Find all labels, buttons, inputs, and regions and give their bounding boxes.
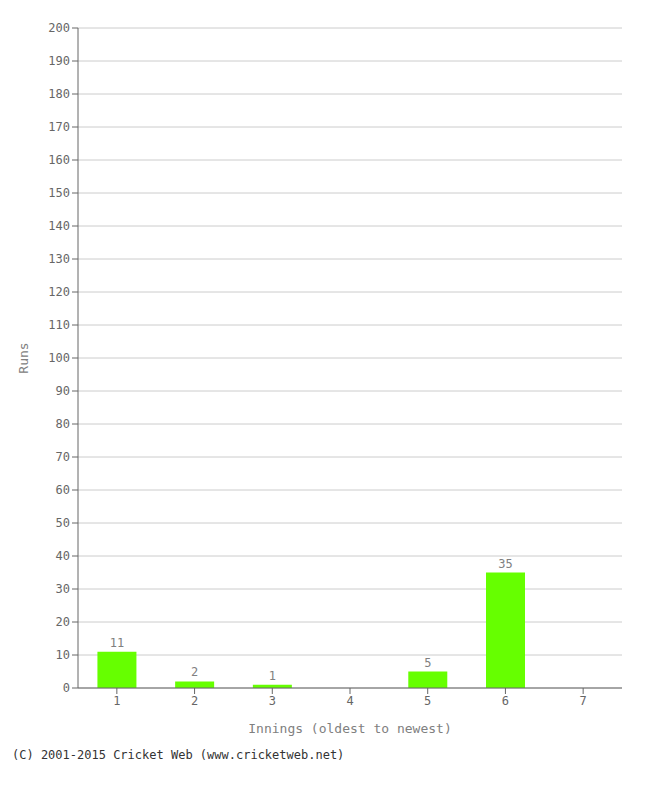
svg-text:90: 90 xyxy=(56,384,70,398)
svg-text:Runs: Runs xyxy=(16,342,31,373)
svg-text:100: 100 xyxy=(48,351,70,365)
svg-text:6: 6 xyxy=(502,694,509,708)
svg-text:7: 7 xyxy=(580,694,587,708)
svg-text:1: 1 xyxy=(269,669,276,683)
svg-text:120: 120 xyxy=(48,285,70,299)
svg-text:80: 80 xyxy=(56,417,70,431)
svg-text:0: 0 xyxy=(63,681,70,695)
svg-text:1: 1 xyxy=(113,694,120,708)
svg-text:2: 2 xyxy=(191,694,198,708)
svg-text:140: 140 xyxy=(48,219,70,233)
svg-text:40: 40 xyxy=(56,549,70,563)
svg-text:4: 4 xyxy=(346,694,353,708)
svg-text:160: 160 xyxy=(48,153,70,167)
svg-text:30: 30 xyxy=(56,582,70,596)
svg-text:20: 20 xyxy=(56,615,70,629)
svg-text:190: 190 xyxy=(48,54,70,68)
html-text:(C) 2001-2015 Cricket Web (www: (C) 2001-2015 Cricket Web (www.cricketwe… xyxy=(12,748,345,762)
svg-text:2: 2 xyxy=(191,665,198,679)
svg-text:200: 200 xyxy=(48,21,70,35)
svg-text:60: 60 xyxy=(56,483,70,497)
svg-text:150: 150 xyxy=(48,186,70,200)
svg-text:130: 130 xyxy=(48,252,70,266)
svg-text:10: 10 xyxy=(56,648,70,662)
svg-text:35: 35 xyxy=(498,557,512,571)
svg-text:5: 5 xyxy=(424,656,431,670)
svg-text:180: 180 xyxy=(48,87,70,101)
svg-text:5: 5 xyxy=(424,694,431,708)
svg-text:70: 70 xyxy=(56,450,70,464)
svg-text:170: 170 xyxy=(48,120,70,134)
svg-text:Innings (oldest to newest): Innings (oldest to newest) xyxy=(248,721,452,736)
svg-text:110: 110 xyxy=(48,318,70,332)
svg-text:50: 50 xyxy=(56,516,70,530)
svg-text:3: 3 xyxy=(269,694,276,708)
svg-text:11: 11 xyxy=(110,636,124,650)
